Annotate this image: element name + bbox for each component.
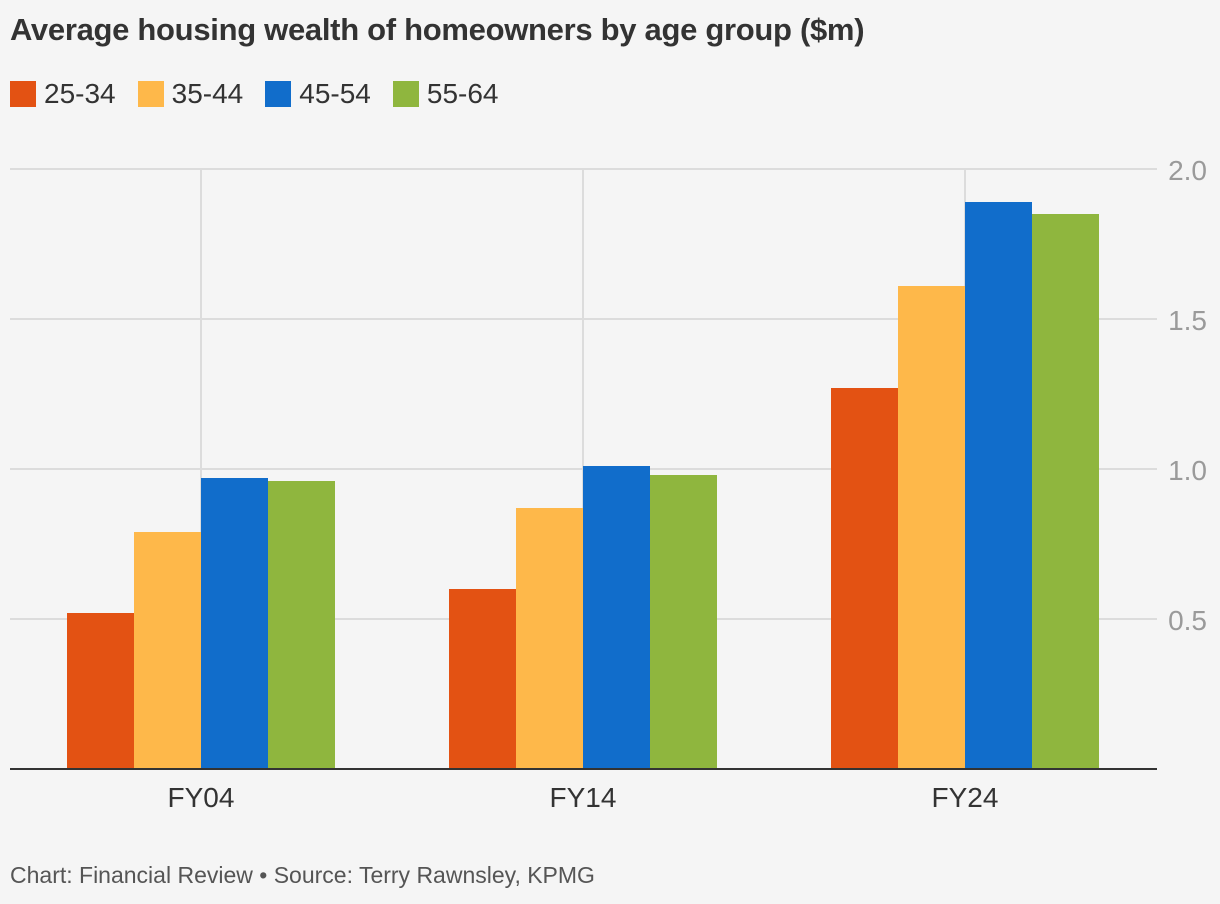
bar-25-34-FY24 [831, 388, 898, 769]
legend-label-45-54: 45-54 [299, 78, 371, 109]
chart-legend: 25-34 35-44 45-54 55-64 [10, 76, 521, 112]
bar-45-54-FY04 [201, 478, 268, 769]
legend-swatch-35-44 [137, 81, 164, 107]
bar-25-34-FY14 [449, 589, 516, 769]
bar-55-64-FY04 [268, 481, 335, 769]
legend-item-55-64: 55-64 [392, 78, 499, 110]
legend-swatch-45-54 [265, 81, 292, 107]
legend-item-45-54: 45-54 [265, 78, 371, 110]
bar-25-34-FY04 [67, 613, 134, 769]
y-tick-label: 2.0 [1168, 155, 1207, 186]
chart-title: Average housing wealth of homeowners by … [10, 12, 865, 47]
legend-label-55-64: 55-64 [426, 78, 499, 109]
bar-55-64-FY24 [1032, 214, 1099, 769]
legend-item-35-44: 35-44 [137, 78, 244, 110]
legend-swatch-55-64 [392, 81, 419, 107]
x-tick-label: FY24 [932, 782, 999, 813]
y-tick-label: 1.0 [1168, 455, 1207, 486]
bar-35-44-FY24 [898, 286, 965, 769]
legend-item-25-34: 25-34 [10, 78, 116, 110]
bar-35-44-FY14 [516, 508, 583, 769]
y-tick-label: 0.5 [1168, 605, 1207, 636]
bar-45-54-FY14 [583, 466, 650, 769]
legend-swatch-25-34 [10, 81, 36, 107]
x-tick-label: FY14 [550, 782, 617, 813]
x-tick-label: FY04 [168, 782, 235, 813]
bar-55-64-FY14 [650, 475, 717, 769]
chart-footer-source: Chart: Financial Review • Source: Terry … [10, 862, 595, 888]
legend-label-25-34: 25-34 [44, 78, 116, 109]
bar-45-54-FY24 [965, 202, 1032, 769]
legend-label-35-44: 35-44 [171, 78, 244, 109]
bar-35-44-FY04 [134, 532, 201, 769]
y-tick-label: 1.5 [1168, 305, 1207, 336]
